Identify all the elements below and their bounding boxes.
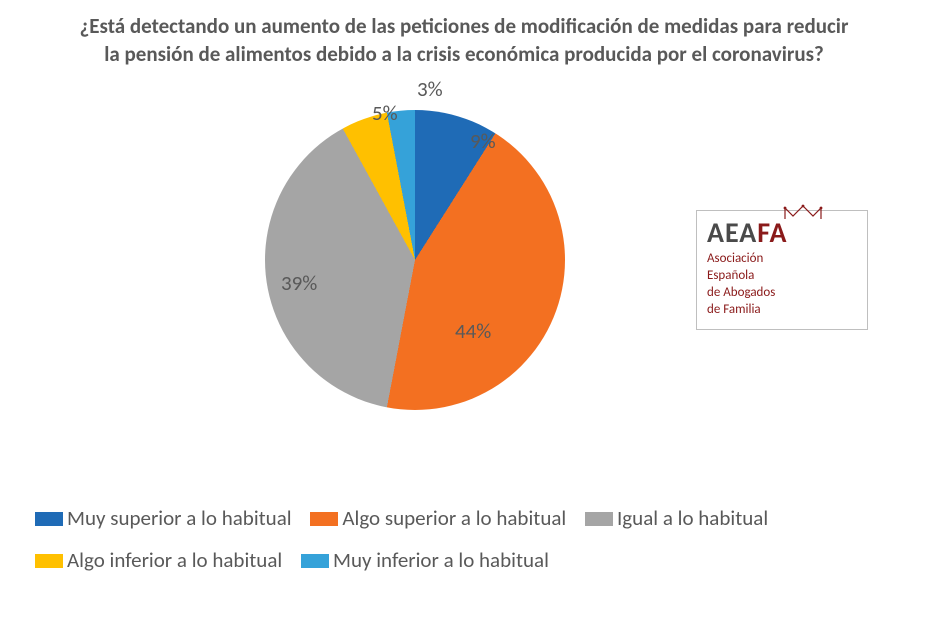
- legend-swatch: [310, 512, 338, 526]
- logo-sub-line: Española: [707, 268, 754, 283]
- legend-item: Algo inferior a lo habitual: [35, 539, 282, 581]
- legend-item: Muy superior a lo habitual: [35, 497, 292, 539]
- pie-pct-label: 5%: [372, 100, 398, 126]
- logo-red: FA: [757, 215, 787, 250]
- legend-label: Algo inferior a lo habitual: [67, 547, 282, 573]
- legend: Muy superior a lo habitual Algo superior…: [35, 497, 893, 581]
- legend-swatch: [301, 554, 329, 568]
- legend-item: Muy inferior a lo habitual: [301, 539, 549, 581]
- pie-pct-label: 39%: [281, 270, 317, 296]
- legend-swatch: [35, 512, 63, 526]
- legend-swatch: [585, 512, 613, 526]
- title-line-2: la pensión de alimentos debido a la cris…: [104, 41, 824, 67]
- pie-pct-label: 9%: [470, 128, 496, 154]
- logo-dark: AEA: [707, 215, 757, 250]
- legend-label: Muy superior a lo habitual: [67, 505, 292, 531]
- title-line-1: ¿Está detectando un aumento de las petic…: [80, 13, 849, 39]
- pie: [265, 110, 565, 410]
- logo-sub-line: de Familia: [707, 302, 761, 317]
- chart-title: ¿Está detectando un aumento de las petic…: [30, 12, 898, 69]
- legend-item: Algo superior a lo habitual: [310, 497, 566, 539]
- legend-label: Igual a lo habitual: [617, 505, 768, 531]
- logo-sub-line: de Abogados: [707, 285, 775, 300]
- logo-text: AEAFA: [707, 219, 857, 247]
- pie-pct-label: 44%: [455, 318, 491, 344]
- legend-swatch: [35, 554, 63, 568]
- aeafa-logo: AEAFA Asociación Española de Abogados de…: [696, 210, 868, 330]
- legend-label: Muy inferior a lo habitual: [333, 547, 549, 573]
- pie-pct-label: 3%: [417, 76, 443, 102]
- logo-subtitle: Asociación Española de Abogados de Famil…: [707, 251, 857, 319]
- legend-item: Igual a lo habitual: [585, 497, 768, 539]
- legend-label: Algo superior a lo habitual: [342, 505, 566, 531]
- logo-sub-line: Asociación: [707, 251, 763, 266]
- pie-chart: 9% 44% 39% 5% 3%: [245, 90, 585, 430]
- crown-icon: [783, 204, 823, 220]
